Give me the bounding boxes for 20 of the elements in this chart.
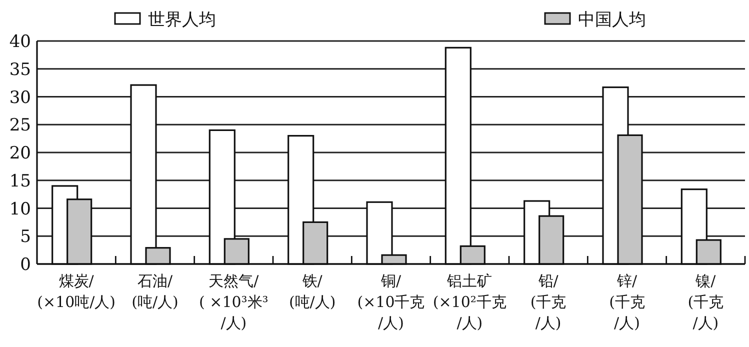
x-tick-label: 铝土矿 (×10²千克 /人) [432, 272, 506, 332]
x-tick-label: 镍/ (千克 /人) [688, 272, 724, 332]
y-tick-label: 10 [9, 199, 31, 220]
x-tick-label: 天然气/ ( ×10³米³ /人) [199, 272, 268, 332]
y-tick-label: 35 [9, 60, 31, 80]
y-tick-label: 20 [9, 144, 31, 164]
y-tick-label: 30 [9, 88, 31, 108]
y-tick-label: 25 [9, 116, 31, 136]
x-tick-label: 煤炭/ (×10吨/人) [37, 272, 116, 311]
x-tick-label: 铜/ (×10千克 /人) [357, 272, 425, 332]
y-tick-label: 0 [20, 255, 31, 275]
x-tick-label: 锌/ (千克 /人) [609, 272, 645, 332]
x-tick-label: 石油/ (吨/人) [132, 272, 178, 311]
y-tick-label: 15 [9, 171, 31, 192]
y-tick-label: 5 [20, 227, 31, 248]
x-tick-label: 铅/ (千克 /人) [530, 272, 566, 332]
x-tick-label: 铁/ (吨/人) [288, 272, 336, 311]
y-tick-label: 40 [9, 32, 31, 52]
legend-label: 世界人均 [148, 10, 216, 30]
legend-label: 中国人均 [578, 10, 646, 30]
